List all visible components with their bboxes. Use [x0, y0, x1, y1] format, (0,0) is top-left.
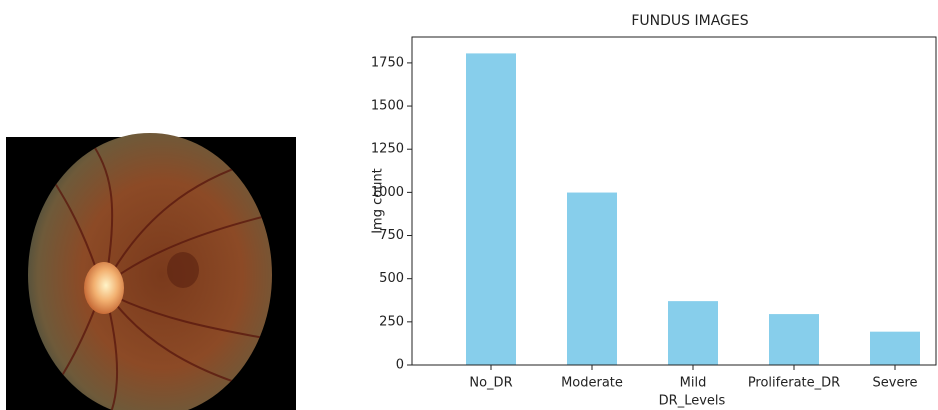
bar — [769, 314, 819, 365]
y-tick-label: 500 — [379, 271, 404, 286]
bar — [466, 53, 516, 366]
bar — [567, 192, 617, 365]
x-tick-label: Moderate — [561, 376, 623, 391]
y-tick-label: 1750 — [371, 55, 404, 70]
x-axis-label: DR_Levels — [659, 394, 726, 409]
x-tick-label: No_DR — [469, 376, 512, 391]
x-tick-label: Proliferate_DR — [748, 376, 840, 391]
fundus-photo — [6, 133, 296, 410]
y-tick-label: 1250 — [371, 142, 404, 157]
y-axis-label: Img count — [371, 168, 386, 234]
plot-frame — [411, 36, 937, 366]
y-tick-label: 1000 — [371, 185, 404, 200]
x-tick-label: Mild — [680, 376, 707, 391]
x-tick-label: Severe — [873, 376, 918, 391]
chart-title: FUNDUS IMAGES — [631, 13, 748, 29]
y-tick-label: 0 — [396, 358, 404, 373]
bar — [870, 331, 920, 365]
bar — [668, 301, 718, 365]
y-tick-label: 750 — [379, 228, 404, 243]
y-tick-label: 250 — [379, 314, 404, 329]
y-tick-label: 1500 — [371, 99, 404, 114]
